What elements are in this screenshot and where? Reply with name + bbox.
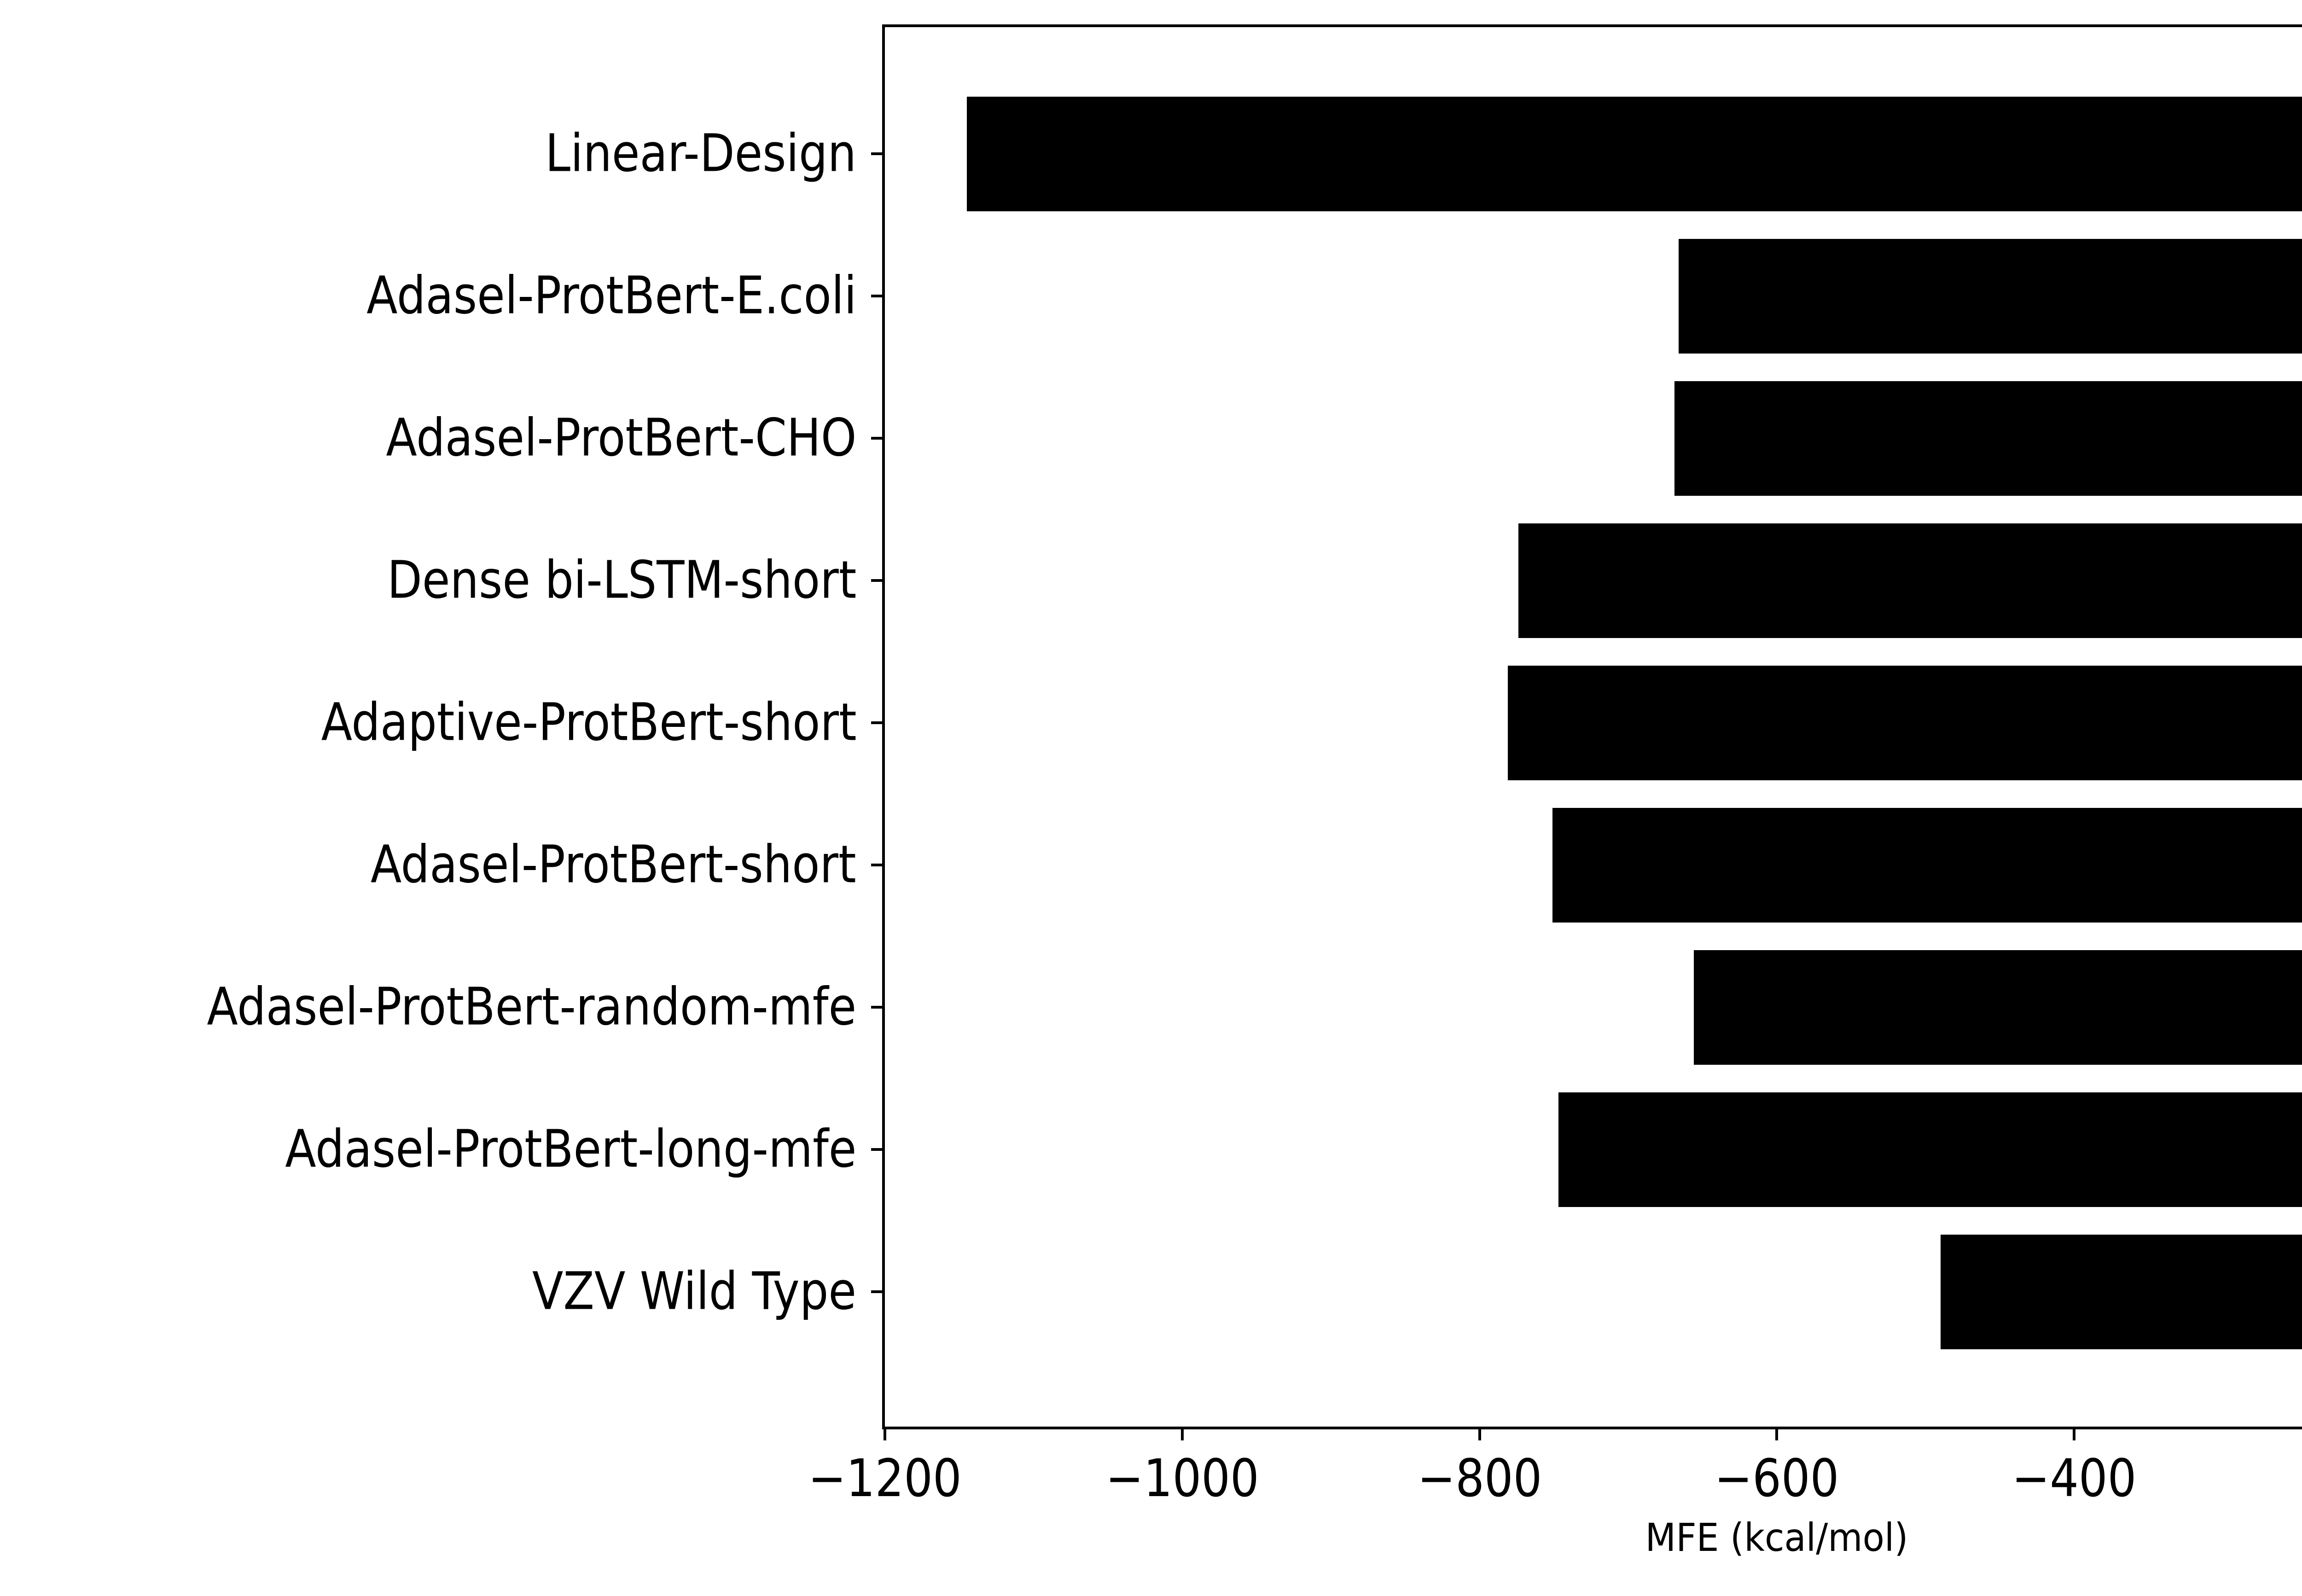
x-tick-label: −600 — [1715, 1448, 1839, 1509]
x-tick-mark — [1775, 1426, 1779, 1440]
bar-adasel-protbert-long-mfe — [1558, 1092, 2302, 1207]
x-tick-mark — [1478, 1426, 1481, 1440]
x-tick-label: −1200 — [808, 1448, 962, 1509]
bar-vzv-wild-type — [1940, 1234, 2302, 1349]
bar-adasel-protbert-cho — [1674, 381, 2302, 496]
y-tick-mark — [871, 295, 885, 298]
x-axis-label: MFE (kcal/mol) — [1645, 1515, 1908, 1560]
y-tick-label: Linear-Design — [545, 123, 857, 184]
y-tick-mark — [871, 1148, 885, 1151]
y-tick-label: Adasel-ProtBert-CHO — [386, 408, 857, 468]
x-tick-label: −800 — [1417, 1448, 1542, 1509]
bar-dense-bi-lstm-short — [1518, 523, 2302, 638]
y-tick-label: Adasel-ProtBert-long-mfe — [285, 1119, 857, 1179]
y-tick-mark — [871, 152, 885, 156]
plot-area: Linear-Design Adasel-ProtBert-E.coli Adase… — [207, 24, 2302, 1560]
y-tick-mark — [871, 864, 885, 867]
y-tick-mark — [871, 1006, 885, 1009]
bar-adasel-protbert-e-coli — [1679, 238, 2302, 354]
y-tick-label: Adasel-ProtBert-E.coli — [366, 266, 857, 326]
x-tick-mark — [1180, 1426, 1184, 1440]
x-tick-mark — [2073, 1426, 2076, 1440]
bar-linear-design — [966, 96, 2302, 211]
x-tick-label: −400 — [2011, 1448, 2137, 1509]
bar-adasel-protbert-random-mfe — [1693, 950, 2302, 1065]
y-tick-label: Adasel-ProtBert-short — [371, 835, 857, 895]
x-tick-label: −1000 — [1105, 1448, 1259, 1509]
y-tick-mark — [871, 1290, 885, 1294]
x-tick-mark — [884, 1426, 887, 1440]
y-tick-label: VZV Wild Type — [532, 1261, 857, 1322]
y-tick-mark — [871, 721, 885, 725]
y-tick-mark — [871, 437, 885, 440]
y-tick-label: Dense bi-LSTM-short — [387, 550, 857, 610]
y-tick-label: Adaptive-ProtBert-short — [321, 692, 857, 753]
bar-adasel-protbert-short — [1552, 807, 2302, 923]
y-tick-mark — [871, 579, 885, 582]
bar-adaptive-protbert-short — [1508, 665, 2302, 780]
y-tick-label: Adasel-ProtBert-random-mfe — [207, 977, 857, 1037]
